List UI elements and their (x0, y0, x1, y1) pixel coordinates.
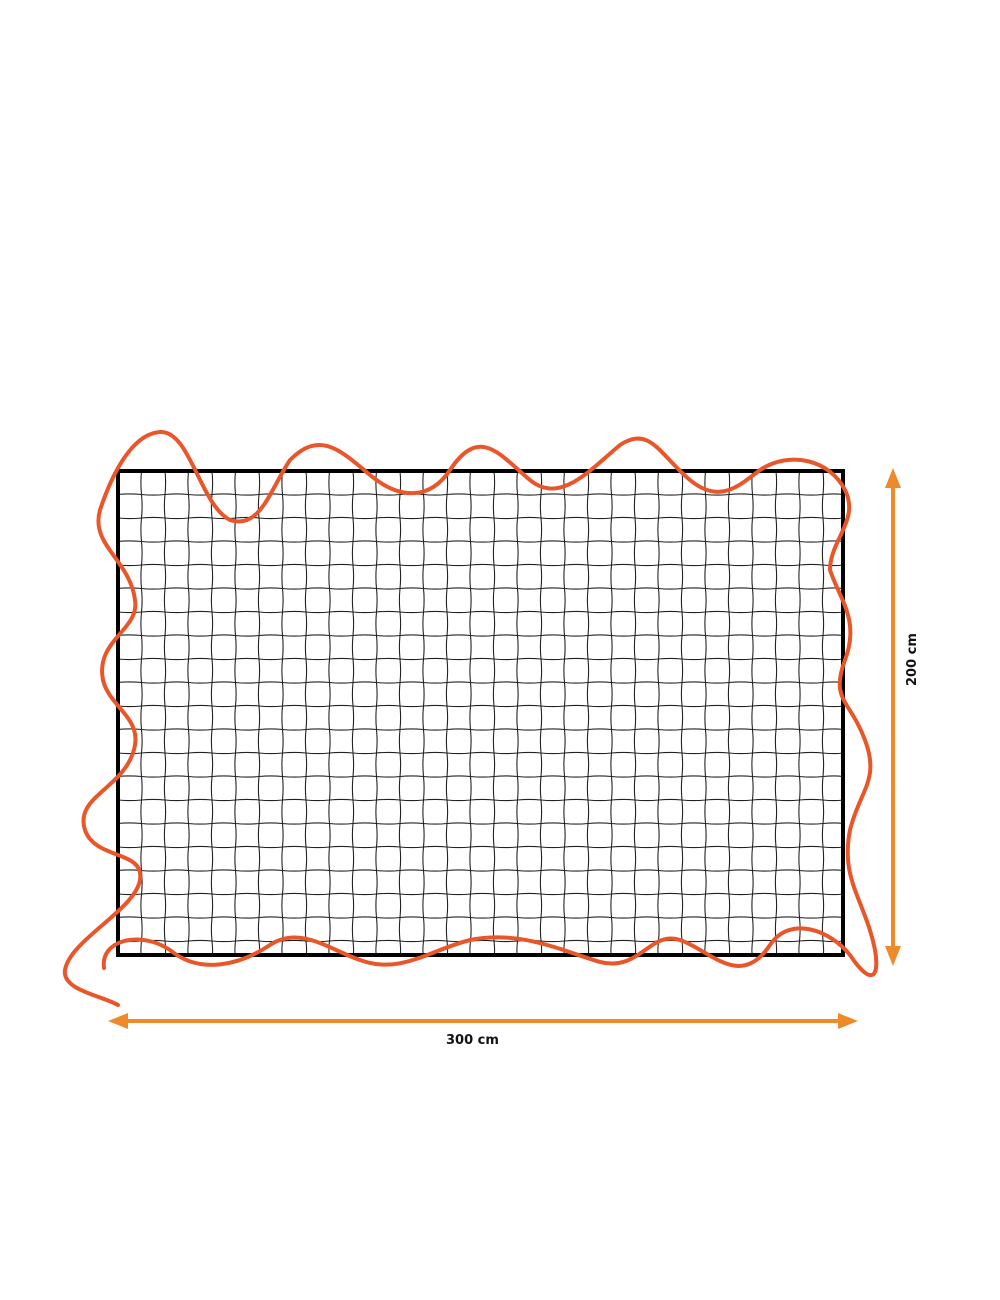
net-cords (117, 470, 844, 956)
height-label: 200 cm (905, 633, 920, 686)
bungee-rope (62, 429, 879, 1007)
net-mesh (117, 470, 844, 956)
width-label: 300 cm (446, 1033, 499, 1048)
width-dimension-arrow (108, 1013, 858, 1029)
net-frame (116, 469, 845, 957)
height-dimension-arrow (885, 468, 901, 966)
